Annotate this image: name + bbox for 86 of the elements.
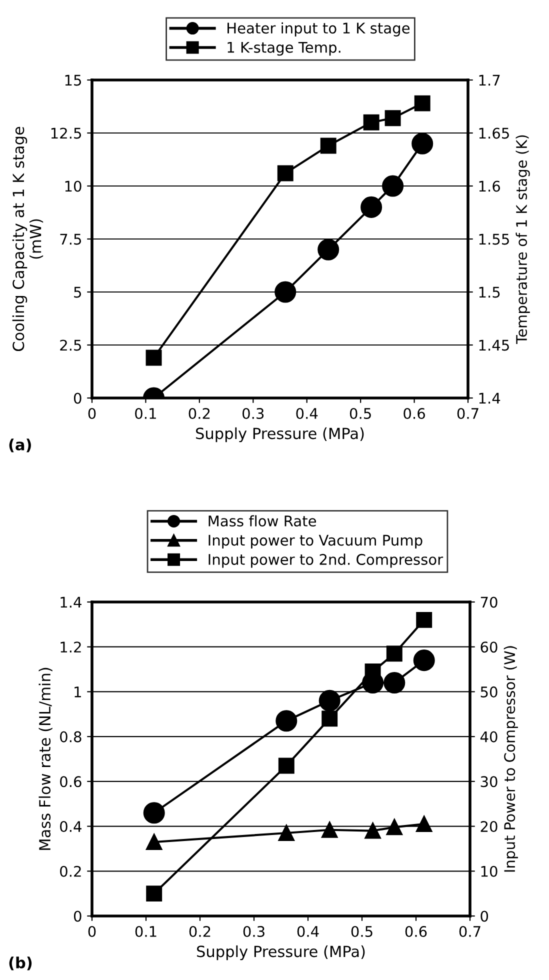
point xyxy=(320,138,336,154)
y2-tick-label: 20 xyxy=(480,821,498,832)
x-tick-label: 0 xyxy=(88,926,96,938)
point xyxy=(416,816,432,832)
y2-tick-label: 60 xyxy=(480,642,498,653)
point xyxy=(278,758,294,774)
x-tick-label: 0.4 xyxy=(297,926,319,938)
y2-tick-label: 1.45 xyxy=(479,340,509,351)
point xyxy=(412,132,434,154)
y-axis-title: Mass Flow rate (NL/min) xyxy=(38,668,52,850)
y-tick-label: 0.8 xyxy=(60,731,82,742)
x-tick-label: 0.6 xyxy=(404,408,425,420)
text: (a) xyxy=(9,438,31,452)
point xyxy=(278,825,294,842)
y2-axis-title: Input Power to Compressor (W) xyxy=(504,646,518,872)
point xyxy=(143,802,165,824)
x-tick-label: 0.5 xyxy=(350,408,371,420)
y-tick-label: 0 xyxy=(74,910,82,922)
y2-axis-title: Temperature of 1 K stage (K) xyxy=(516,135,530,344)
y-tick-label: 10 xyxy=(65,180,82,192)
x-axis-title: Supply Pressure (MPa) xyxy=(197,945,365,960)
point xyxy=(318,238,340,260)
y-tick-label: 12.5 xyxy=(51,128,82,139)
point xyxy=(384,672,406,694)
y2-tick-label: 70 xyxy=(480,596,498,608)
y2-tick-label: 1.65 xyxy=(479,128,509,139)
legend-label: Heater input to 1 K stage xyxy=(228,22,410,36)
x-tick-label: 0.3 xyxy=(242,408,264,420)
point xyxy=(413,650,435,672)
y-tick-label: 0 xyxy=(74,392,82,404)
point xyxy=(276,710,298,732)
y2-tick-label: 1.6 xyxy=(479,180,500,192)
point xyxy=(322,822,338,838)
x-tick-label: 0.1 xyxy=(135,926,156,938)
y-axis-title: Cooling Capacity at 1 K stage (mW) xyxy=(12,126,44,352)
x-tick-label: 0 xyxy=(88,408,96,420)
x-tick-label: 0.1 xyxy=(135,408,156,420)
point xyxy=(384,110,401,126)
y-tick-label: 0.4 xyxy=(60,821,82,832)
point xyxy=(146,350,162,366)
y-tick-label: 0.6 xyxy=(60,776,82,788)
y2-tick-label: 1.5 xyxy=(479,286,500,298)
y-tick-label: 15 xyxy=(65,74,82,86)
y-tick-label: 1.4 xyxy=(60,596,82,608)
x-tick-label: 0.6 xyxy=(405,926,427,938)
y2-tick-label: 1.7 xyxy=(479,74,500,86)
x-tick-label: 0.2 xyxy=(189,926,210,938)
y-tick-label: 1 xyxy=(74,686,81,698)
y-tick-label: 2.5 xyxy=(60,340,82,351)
y-tick-label: 0.2 xyxy=(60,866,81,877)
point xyxy=(416,612,432,628)
point xyxy=(277,165,294,182)
x-tick-label: 0.3 xyxy=(243,926,264,938)
point xyxy=(274,281,296,303)
y-tick-label: 5 xyxy=(74,286,82,298)
point xyxy=(386,819,402,836)
point xyxy=(382,175,404,197)
y2-tick-label: 10 xyxy=(481,866,498,877)
point xyxy=(414,95,430,112)
y2-tick-label: 50 xyxy=(480,686,498,698)
legend-label: Input power to Vacuum Pump xyxy=(208,534,422,549)
y-tick-label: 7.5 xyxy=(60,234,82,245)
point xyxy=(146,886,162,902)
x-tick-label: 0.2 xyxy=(188,408,210,420)
point xyxy=(146,834,162,850)
x-tick-label: 0.4 xyxy=(296,408,318,420)
point xyxy=(360,196,382,218)
y2-tick-label: 0 xyxy=(480,910,488,922)
y2-tick-label: 40 xyxy=(480,731,498,742)
legend-label: Input power to 2nd. Compressor xyxy=(208,554,444,568)
y2-tick-label: 1.55 xyxy=(479,234,509,245)
y2-tick-label: 30 xyxy=(480,776,498,788)
x-axis-title: Supply Pressure (MPa) xyxy=(196,427,364,442)
point xyxy=(363,114,380,130)
y-tick-label: 1.2 xyxy=(60,642,81,652)
y2-tick-label: 1.4 xyxy=(479,392,500,404)
x-tick-label: 0.7 xyxy=(459,926,480,938)
x-tick-label: 0.5 xyxy=(351,926,372,938)
legend-label: 1 K-stage Temp. xyxy=(228,42,340,56)
point xyxy=(364,822,381,839)
point xyxy=(318,690,340,712)
text: (b) xyxy=(9,956,32,970)
x-tick-label: 0.7 xyxy=(457,408,478,420)
legend-label: Mass flow Rate xyxy=(208,515,316,527)
point xyxy=(386,646,402,662)
point xyxy=(322,710,338,727)
